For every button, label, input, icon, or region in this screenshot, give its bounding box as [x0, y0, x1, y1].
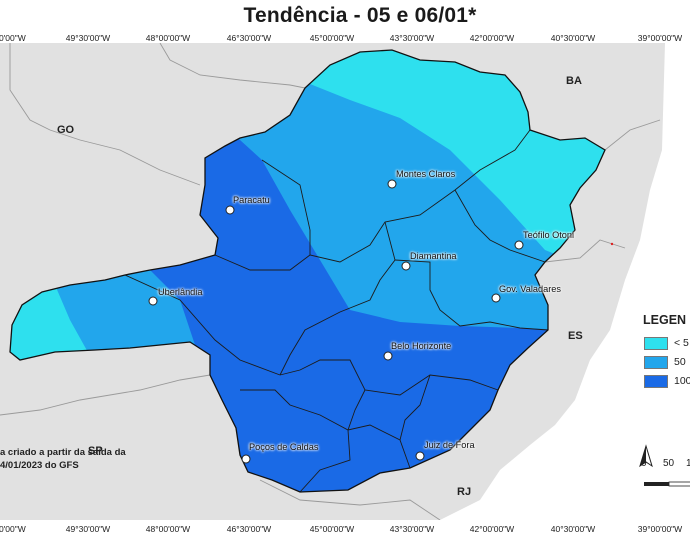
city-marker-gov-valadares	[491, 293, 501, 303]
city-label-juiz-de-fora: Juiz de Fora	[424, 440, 475, 450]
city-label-diamantina: Diamantina	[410, 251, 457, 261]
source-note-line: a criado a partir da saída da	[0, 447, 126, 458]
legend-label-high: 100	[674, 375, 690, 387]
source-note-line: 4/01/2023 do GFS	[0, 460, 79, 471]
graticule-label-bottom: 39°00'00"W	[637, 524, 683, 534]
city-label-gov-valadares: Gov. Valadares	[499, 284, 561, 294]
scale-label-zero: 0	[641, 458, 647, 469]
source-note: a criado a partir da saída da 4/01/2023 …	[0, 446, 126, 472]
graticule-label-bottom: 49°30'00"W	[65, 524, 111, 534]
city-marker-pocos-de-caldas	[241, 454, 251, 464]
state-label-ba: BA	[566, 75, 582, 87]
legend-swatch-high	[644, 375, 668, 388]
legend-label-mid: 50	[674, 356, 686, 368]
mesoregion-borders	[124, 129, 549, 492]
state-label-es: ES	[568, 330, 583, 342]
graticule-label-top: 45°00'00"W	[309, 33, 355, 43]
legend-label-low: < 5	[674, 337, 689, 349]
map-title: Tendência - 05 e 06/01*	[243, 4, 477, 27]
city-marker-belo-horizonte	[383, 351, 393, 361]
coast-marker	[610, 242, 614, 246]
city-label-paracatu: Paracatu	[233, 195, 270, 205]
scale-label-hundred: 1	[686, 458, 690, 469]
graticule-label-bottom: 43°30'00"W	[389, 524, 435, 534]
graticule-label-top: 40°30'00"W	[550, 33, 596, 43]
graticule-label-bottom: 46°30'00"W	[226, 524, 272, 534]
graticule-label-top: 49°30'00"W	[65, 33, 111, 43]
city-label-belo-horizonte: Belo Horizonte	[391, 341, 452, 351]
graticule-label-top: 48°00'00"W	[145, 33, 191, 43]
city-label-pocos-de-caldas: Poços de Caldas	[249, 442, 319, 452]
graticule-label-top: 39°00'00"W	[637, 33, 683, 43]
state-label-sp: SP	[88, 445, 103, 457]
north-arrow-icon	[639, 444, 653, 468]
graticule-label-bottom: 42°00'00"W	[469, 524, 515, 534]
legend-swatch-mid	[644, 356, 668, 369]
city-label-teofilo-otoni: Teófilo Otoni	[523, 230, 575, 240]
graticule-label-bottom: 40°30'00"W	[550, 524, 596, 534]
graticule-label-top: 00'00"W	[0, 33, 26, 43]
city-marker-paracatu	[225, 205, 235, 215]
scale-label-fifty: 50	[663, 458, 675, 469]
city-marker-juiz-de-fora	[415, 451, 425, 461]
graticule-label-top: 42°00'00"W	[469, 33, 515, 43]
scale-bar	[644, 481, 690, 487]
city-marker-diamantina	[401, 261, 411, 271]
legend-title: LEGEN	[643, 313, 687, 327]
city-marker-teofilo-otoni	[514, 240, 524, 250]
city-label-uberlandia: Uberlândia	[158, 287, 203, 297]
state-label-go: GO	[57, 124, 75, 136]
graticule-label-bottom: 00'00"W	[0, 524, 26, 534]
city-marker-montes-claros	[387, 179, 397, 189]
graticule-label-top: 43°30'00"W	[389, 33, 435, 43]
state-label-rj: RJ	[457, 486, 472, 498]
map-canvas	[0, 43, 690, 520]
city-label-montes-claros: Montes Claros	[396, 169, 456, 179]
graticule-label-top: 46°30'00"W	[226, 33, 272, 43]
city-marker-uberlandia	[148, 296, 158, 306]
legend-swatch-low	[644, 337, 668, 350]
graticule-label-bottom: 48°00'00"W	[145, 524, 191, 534]
graticule-label-bottom: 45°00'00"W	[309, 524, 355, 534]
